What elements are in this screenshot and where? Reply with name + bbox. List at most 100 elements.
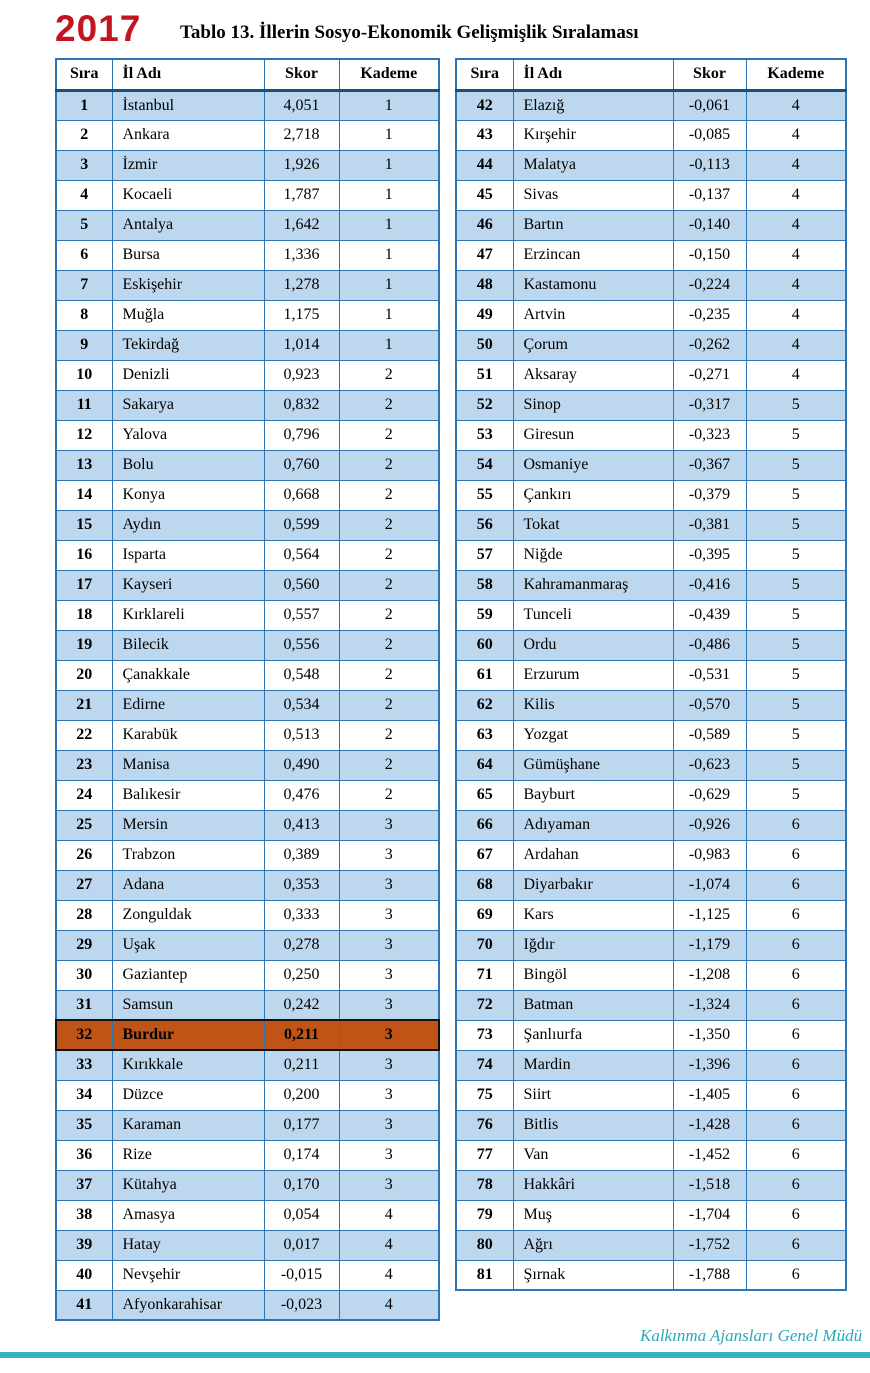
province-cell: Artvin — [512, 299, 674, 331]
table-row: 49 Artvin -0,235 4 — [455, 299, 847, 331]
table-row: 67 Ardahan -0,983 6 — [455, 839, 847, 871]
tier-cell: 2 — [338, 479, 440, 511]
rank-cell: 25 — [55, 809, 113, 841]
province-cell: Eskişehir — [111, 269, 265, 301]
province-cell: İzmir — [111, 149, 265, 181]
tier-cell: 6 — [745, 1049, 847, 1081]
table-row: 33 Kırıkkale 0,211 3 — [55, 1049, 440, 1081]
province-cell: Gümüşhane — [512, 749, 674, 781]
table-row: 39 Hatay 0,017 4 — [55, 1229, 440, 1261]
score-cell: 2,718 — [263, 119, 340, 151]
column-header-rank: Sıra — [55, 58, 113, 92]
tier-cell: 5 — [745, 719, 847, 751]
tier-cell: 3 — [338, 959, 440, 991]
score-cell: -0,317 — [672, 389, 747, 421]
score-cell: -0,486 — [672, 629, 747, 661]
table-row: 8 Muğla 1,175 1 — [55, 299, 440, 331]
rank-cell: 13 — [55, 449, 113, 481]
tier-cell: 2 — [338, 719, 440, 751]
province-cell: Diyarbakır — [512, 869, 674, 901]
score-cell: -0,379 — [672, 479, 747, 511]
score-cell: -1,704 — [672, 1199, 747, 1231]
table-row: 30 Gaziantep 0,250 3 — [55, 959, 440, 991]
tier-cell: 4 — [745, 239, 847, 271]
tier-cell: 5 — [745, 689, 847, 721]
table-row: 27 Adana 0,353 3 — [55, 869, 440, 901]
table-row: 10 Denizli 0,923 2 — [55, 359, 440, 391]
table-row: 62 Kilis -0,570 5 — [455, 689, 847, 721]
score-cell: -0,015 — [263, 1259, 340, 1291]
province-cell: Siirt — [512, 1079, 674, 1111]
tier-cell: 6 — [745, 839, 847, 871]
table-row: 63 Yozgat -0,589 5 — [455, 719, 847, 751]
score-cell: 1,014 — [263, 329, 340, 361]
score-cell: 0,796 — [263, 419, 340, 451]
year-label: 2017 — [55, 8, 142, 49]
tier-cell: 2 — [338, 749, 440, 781]
rank-cell: 36 — [55, 1139, 113, 1171]
province-cell: Düzce — [111, 1079, 265, 1111]
province-cell: Van — [512, 1139, 674, 1171]
tier-cell: 3 — [338, 1139, 440, 1171]
tier-cell: 6 — [745, 929, 847, 961]
score-cell: 0,177 — [263, 1109, 340, 1141]
score-cell: -0,589 — [672, 719, 747, 751]
tier-cell: 4 — [745, 359, 847, 391]
score-cell: -0,113 — [672, 149, 747, 181]
rank-cell: 22 — [55, 719, 113, 751]
tier-cell: 1 — [338, 239, 440, 271]
table-row: 21 Edirne 0,534 2 — [55, 689, 440, 721]
score-cell: 1,175 — [263, 299, 340, 331]
score-cell: -0,023 — [263, 1289, 340, 1321]
table-row: 2 Ankara 2,718 1 — [55, 119, 440, 151]
table-row: 50 Çorum -0,262 4 — [455, 329, 847, 361]
tier-cell: 6 — [745, 989, 847, 1021]
table-row: 77 Van -1,452 6 — [455, 1139, 847, 1171]
rank-cell: 18 — [55, 599, 113, 631]
rank-cell: 55 — [455, 479, 514, 511]
table-row: 23 Manisa 0,490 2 — [55, 749, 440, 781]
tier-cell: 4 — [745, 269, 847, 301]
score-cell: 0,242 — [263, 989, 340, 1021]
province-cell: Bingöl — [512, 959, 674, 991]
province-cell: Zonguldak — [111, 899, 265, 931]
table-row: 1 İstanbul 4,051 1 — [55, 89, 440, 121]
rank-cell: 44 — [455, 149, 514, 181]
score-cell: -1,788 — [672, 1259, 747, 1291]
table-row: 71 Bingöl -1,208 6 — [455, 959, 847, 991]
table-row: 15 Aydın 0,599 2 — [55, 509, 440, 541]
score-cell: 0,556 — [263, 629, 340, 661]
province-cell: Iğdır — [512, 929, 674, 961]
rank-cell: 38 — [55, 1199, 113, 1231]
province-cell: Karaman — [111, 1109, 265, 1141]
province-cell: İstanbul — [111, 89, 265, 121]
tier-cell: 6 — [745, 1109, 847, 1141]
province-cell: Edirne — [111, 689, 265, 721]
score-cell: 0,513 — [263, 719, 340, 751]
rank-cell: 45 — [455, 179, 514, 211]
province-cell: Balıkesir — [111, 779, 265, 811]
tier-cell: 6 — [745, 1199, 847, 1231]
table-row: 68 Diyarbakır -1,074 6 — [455, 869, 847, 901]
province-cell: Erzurum — [512, 659, 674, 691]
table-row: 53 Giresun -0,323 5 — [455, 419, 847, 451]
province-cell: Kayseri — [111, 569, 265, 601]
score-cell: 0,017 — [263, 1229, 340, 1261]
province-cell: Mersin — [111, 809, 265, 841]
table-row: 14 Konya 0,668 2 — [55, 479, 440, 511]
score-cell: -0,439 — [672, 599, 747, 631]
score-cell: 1,278 — [263, 269, 340, 301]
score-cell: 1,336 — [263, 239, 340, 271]
score-cell: -1,518 — [672, 1169, 747, 1201]
score-cell: 0,211 — [263, 1019, 340, 1051]
tier-cell: 2 — [338, 359, 440, 391]
score-cell: 0,923 — [263, 359, 340, 391]
tier-cell: 2 — [338, 509, 440, 541]
table-row: 54 Osmaniye -0,367 5 — [455, 449, 847, 481]
table-row: 17 Kayseri 0,560 2 — [55, 569, 440, 601]
rank-cell: 66 — [455, 809, 514, 841]
score-cell: -0,323 — [672, 419, 747, 451]
tier-cell: 3 — [338, 809, 440, 841]
rank-cell: 20 — [55, 659, 113, 691]
